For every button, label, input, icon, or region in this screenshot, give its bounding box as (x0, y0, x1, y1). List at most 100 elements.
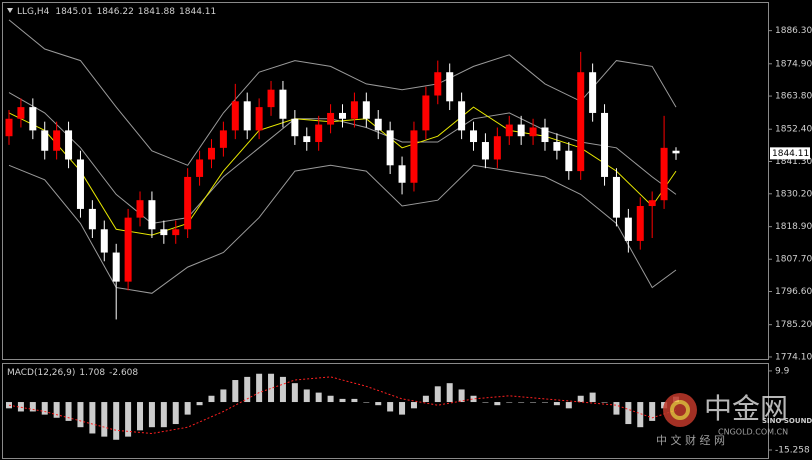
macd-bar (470, 395, 477, 403)
y-tick-label: 1796.60 (775, 287, 812, 297)
candle-body (219, 130, 227, 148)
main-panel (2, 2, 769, 360)
macd-bar (208, 395, 215, 403)
macd-bar (565, 402, 572, 409)
candle-body (481, 142, 489, 160)
candle-body (5, 118, 13, 137)
site: CNGOLD.COM.CN (718, 428, 788, 437)
macd-bar (446, 383, 453, 403)
candle-body (350, 101, 358, 119)
candle-body (41, 130, 49, 151)
candle-body (315, 124, 323, 143)
symbol: LLG,H4 (17, 7, 50, 17)
macd-bar (315, 392, 322, 403)
candle-body (398, 165, 406, 183)
macd-bar (363, 402, 370, 403)
menu-arrow[interactable] (7, 8, 13, 13)
macd-bar (6, 402, 12, 409)
candle-body (279, 89, 287, 119)
y-tick-label: 1830.20 (775, 189, 812, 199)
indicator-line (8, 106, 677, 236)
macd-bar (494, 402, 501, 406)
candle-body (660, 147, 668, 201)
macd-bar (375, 402, 382, 406)
candle-body (339, 112, 346, 119)
watermark: 中金网 CNGOLD.COM.CN 中 文 财 经 网 SINO SOUND (656, 392, 812, 447)
macd-title: MACD(12,26,9) (7, 368, 75, 378)
macd-bar (422, 395, 429, 403)
macd-bar (327, 395, 334, 403)
candle-body (505, 124, 513, 137)
macd-bar (17, 402, 24, 412)
macd-bar (589, 392, 596, 403)
macd-bar (53, 402, 60, 418)
open: 1845.01 (55, 7, 92, 17)
macd-bar (482, 402, 489, 403)
macd-bar (458, 389, 465, 403)
macd-bar (434, 386, 441, 403)
macd-bar (291, 383, 298, 403)
macd-header: MACD(12,26,9) 1.708 -2.608 (7, 368, 138, 378)
candle-body (124, 217, 132, 282)
logo-mark (670, 400, 690, 420)
macd-bar (625, 402, 632, 425)
macd-bar (196, 402, 203, 406)
macd-bar (244, 376, 251, 403)
macd-bar (339, 398, 346, 403)
macd-bar (637, 402, 644, 428)
low: 1841.88 (138, 7, 175, 17)
tagline: 中 文 财 经 网 (656, 433, 725, 447)
high: 1846.22 (97, 7, 134, 17)
macd-bar (148, 402, 155, 428)
candle-body (422, 95, 430, 131)
candle-body (446, 72, 454, 102)
y-tick-label: 1785.20 (775, 320, 812, 330)
macd-bar (184, 402, 191, 415)
macd-bar (41, 402, 48, 415)
candle-body (612, 176, 620, 218)
indicator-line (8, 92, 677, 225)
y-tick-label: -15.258 (775, 446, 810, 456)
candle-body (184, 176, 192, 230)
candle-body (231, 101, 239, 131)
y-tick-label: 1818.90 (775, 222, 812, 232)
candle-body (386, 130, 394, 166)
close: 1844.11 (179, 7, 216, 17)
candle-body (196, 159, 204, 177)
macd-bar (268, 373, 275, 403)
candle-body (172, 229, 180, 236)
candle-body (160, 229, 168, 236)
macd-bar (256, 373, 263, 403)
candle-body (636, 206, 644, 241)
macd-bar (530, 402, 537, 403)
macd-value: 1.708 (79, 368, 105, 378)
macd-bar (65, 402, 72, 421)
candle-body (148, 200, 156, 230)
price-box (770, 147, 810, 160)
candle-body (255, 107, 263, 131)
candle-body (207, 147, 215, 160)
partner: SINO SOUND (762, 417, 812, 425)
macd-bar (137, 402, 144, 431)
candle-body (327, 112, 335, 125)
candle-body (672, 150, 680, 154)
macd-bar (125, 402, 132, 437)
candle-body (112, 252, 120, 282)
candle-body (589, 72, 597, 113)
y-tick-label: 1852.40 (775, 125, 812, 135)
macd-bar (553, 402, 560, 406)
y-tick-label: 1841.30 (775, 157, 812, 167)
macd-bar (387, 402, 394, 412)
candle-body (291, 118, 299, 137)
candle-body (100, 229, 108, 253)
macd-bar (351, 398, 358, 403)
candle-body (76, 159, 84, 209)
macd-bar (160, 402, 167, 428)
macd-bar (410, 402, 417, 409)
candle-body (601, 112, 609, 177)
macd-bar (232, 380, 239, 403)
candle-body (53, 130, 61, 151)
candle-body (267, 89, 275, 108)
